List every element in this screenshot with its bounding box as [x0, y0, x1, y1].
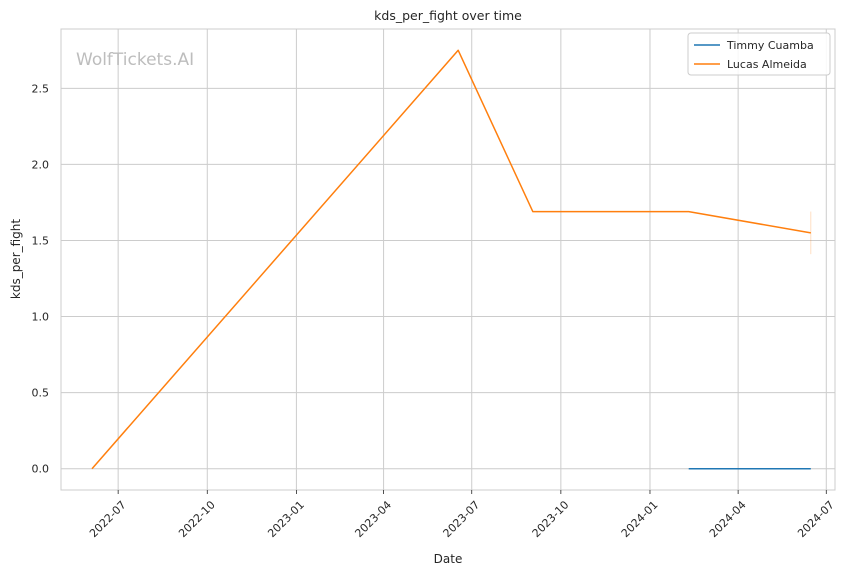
x-tick-label: 2023-10 [530, 498, 572, 540]
x-tick-label: 2022-10 [176, 498, 218, 540]
legend-box [687, 32, 831, 76]
series-layer [91, 49, 812, 470]
x-axis-label: Date [434, 552, 463, 566]
legend-label-lucas-almeida: Lucas Almeida [727, 58, 807, 71]
x-tick-label: 2024-04 [707, 498, 749, 540]
x-tick-label: 2022-07 [87, 498, 129, 540]
x-tick-label: 2023-07 [441, 498, 483, 540]
legend: Timmy Cuamba Lucas Almeida [687, 32, 831, 76]
chart-title: kds_per_fight over time [374, 8, 522, 23]
y-tick-labels: 0.0 0.5 1.0 1.5 2.0 2.5 [32, 82, 50, 475]
y-tick-label: 1.0 [32, 311, 50, 324]
watermark-text: WolfTickets.AI [76, 50, 194, 70]
y-tick-label: 0.0 [32, 463, 50, 476]
x-tick-label: 2023-01 [265, 498, 307, 540]
y-tick-label: 0.5 [32, 387, 50, 400]
y-tick-label: 1.5 [32, 234, 50, 247]
x-tick-label: 2024-01 [619, 498, 661, 540]
series-line-lucas-almeida [91, 49, 811, 470]
x-tick-labels: 2022-07 2022-10 2023-01 2023-04 2023-07 2023-… [87, 490, 837, 540]
x-tick-label: 2024-07 [795, 498, 837, 540]
grid-layer [61, 29, 835, 490]
x-tick-label: 2023-04 [352, 498, 394, 540]
y-axis-label: kds_per_fight [9, 219, 23, 300]
y-tick-label: 2.0 [32, 158, 50, 171]
plot-frame [60, 28, 836, 491]
legend-label-timmy-cuamba: Timmy Cuamba [726, 39, 814, 52]
y-tick-label: 2.5 [32, 82, 50, 95]
